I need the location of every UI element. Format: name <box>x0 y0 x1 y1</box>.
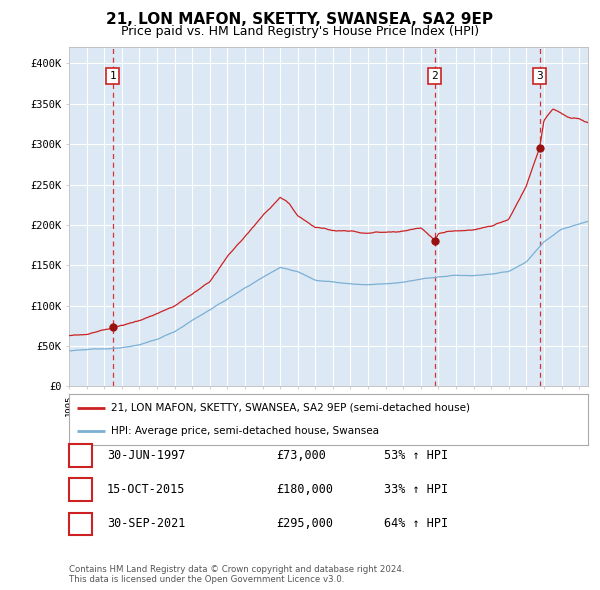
Text: 64% ↑ HPI: 64% ↑ HPI <box>384 517 448 530</box>
Text: 33% ↑ HPI: 33% ↑ HPI <box>384 483 448 496</box>
Text: 53% ↑ HPI: 53% ↑ HPI <box>384 449 448 462</box>
Text: Contains HM Land Registry data © Crown copyright and database right 2024.
This d: Contains HM Land Registry data © Crown c… <box>69 565 404 584</box>
Text: 15-OCT-2015: 15-OCT-2015 <box>107 483 185 496</box>
Text: HPI: Average price, semi-detached house, Swansea: HPI: Average price, semi-detached house,… <box>110 427 379 437</box>
Text: 30-SEP-2021: 30-SEP-2021 <box>107 517 185 530</box>
Text: 1: 1 <box>77 449 84 462</box>
Text: 2: 2 <box>77 483 84 496</box>
Text: £295,000: £295,000 <box>276 517 333 530</box>
Text: Price paid vs. HM Land Registry's House Price Index (HPI): Price paid vs. HM Land Registry's House … <box>121 25 479 38</box>
Text: 21, LON MAFON, SKETTY, SWANSEA, SA2 9EP: 21, LON MAFON, SKETTY, SWANSEA, SA2 9EP <box>107 12 493 27</box>
Text: £180,000: £180,000 <box>276 483 333 496</box>
Text: £73,000: £73,000 <box>276 449 326 462</box>
Text: 1: 1 <box>110 71 116 81</box>
Text: 30-JUN-1997: 30-JUN-1997 <box>107 449 185 462</box>
Text: 3: 3 <box>77 517 84 530</box>
Text: 21, LON MAFON, SKETTY, SWANSEA, SA2 9EP (semi-detached house): 21, LON MAFON, SKETTY, SWANSEA, SA2 9EP … <box>110 402 470 412</box>
Text: 3: 3 <box>536 71 543 81</box>
Text: 2: 2 <box>431 71 438 81</box>
